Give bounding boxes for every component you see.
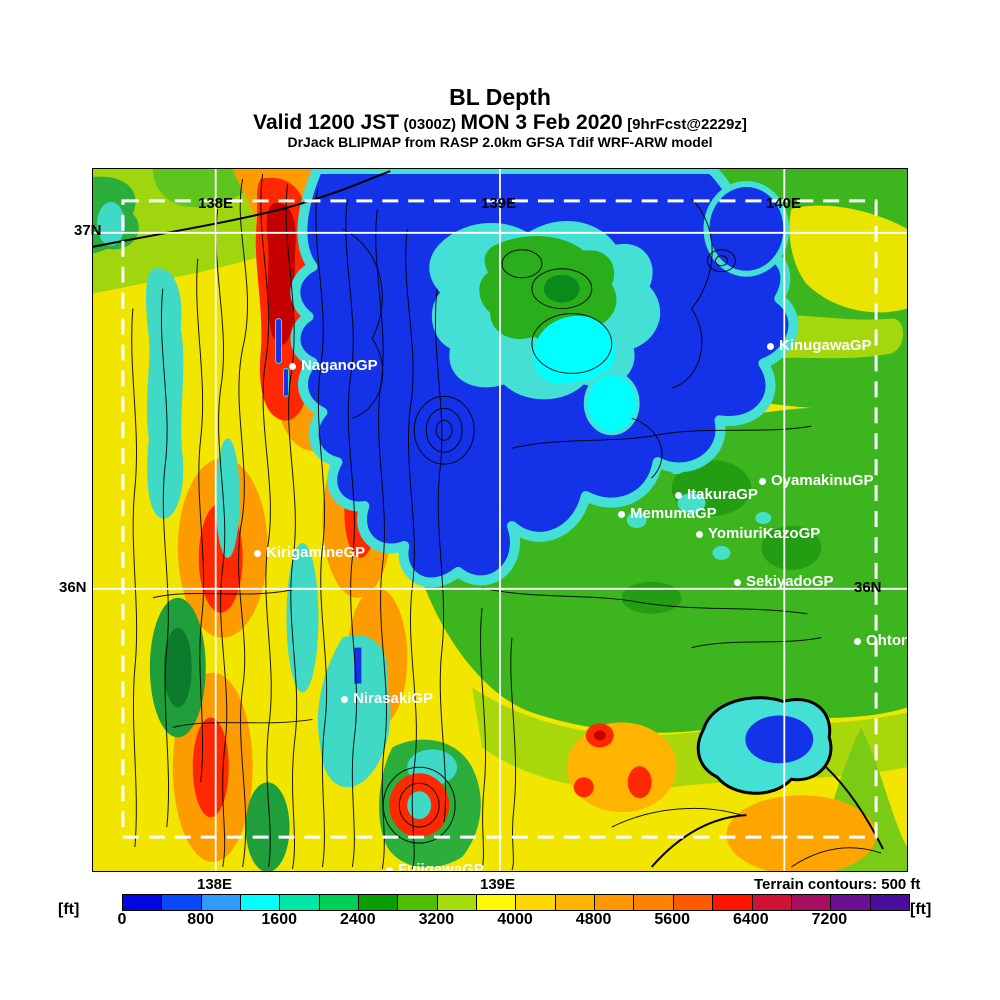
site-label: SekiyadoGP (746, 573, 834, 590)
legend-tick-label: 7200 (811, 911, 848, 928)
site-label: KirigamineGP (266, 544, 366, 561)
site-marker: KirigamineGP (254, 545, 365, 561)
grid-label-37n: 37N (74, 222, 102, 239)
site-dot-icon (759, 477, 766, 485)
site-marker: KinugawaGP (767, 338, 872, 354)
legend-color-segment (319, 895, 360, 910)
legend-color-segment (477, 895, 517, 910)
page-title: BL Depth (449, 84, 551, 110)
legend-tick-label: 5600 (654, 911, 690, 928)
model-description: DrJack BLIPMAP from RASP 2.0km GFSA Tdif… (287, 134, 713, 150)
site-label: ItakuraGP (687, 486, 758, 503)
legend-tick-label: 1600 (261, 911, 297, 928)
legend-tick-label: 4000 (497, 911, 533, 928)
legend-ticks: 0 800 1600 2400 3200 4000 4800 5600 6400 7200 (0, 911, 1000, 931)
valid-zulu: (0300Z) (403, 116, 457, 133)
legend-color-segment (673, 895, 714, 910)
legend-color-segment (398, 895, 438, 910)
legend-color-segment (201, 895, 242, 910)
site-marker: YomiuriKazoGP (696, 526, 820, 542)
site-dot-icon (854, 637, 861, 645)
site-label: NirasakiGP (353, 690, 434, 707)
legend-tick-label: 800 (187, 911, 214, 928)
site-dot-icon (254, 549, 261, 557)
site-dot-icon (767, 342, 774, 350)
legend-color-segment (123, 895, 163, 910)
site-label: OhtoneGP (866, 632, 907, 649)
site-dot-icon (386, 866, 393, 871)
site-dot-icon (618, 510, 625, 518)
site-marker: SekiyadoGP (734, 574, 834, 590)
legend-color-segment (634, 895, 674, 910)
legend-color-segment (752, 895, 792, 910)
site-dot-icon (696, 530, 703, 538)
legend-tick-label: 2400 (340, 911, 376, 928)
legend-color-segment (713, 895, 753, 910)
legend-color-segment (437, 895, 478, 910)
site-dot-icon (289, 362, 296, 370)
site-dot-icon (734, 578, 741, 586)
forecast-tag: [9hrFcst@2229z] (627, 116, 747, 133)
site-label: MemumaGP (630, 505, 717, 522)
site-dot-icon (675, 491, 682, 499)
legend-color-segment (280, 895, 320, 910)
legend-tick-label: 4800 (575, 911, 612, 928)
legend-color-segment (359, 895, 399, 910)
grid-label-36n: 36N (854, 579, 882, 596)
latlon-grid (93, 169, 907, 871)
terrain-contours-note: Terrain contours: 500 ft (754, 876, 921, 893)
legend-tick-label: 0 (117, 911, 127, 928)
site-marker: OhtoneGP (854, 632, 907, 649)
bottom-axis-label-139e: 139E (480, 876, 516, 893)
site-marker: ItakuraGP (675, 487, 758, 503)
legend-color-segment (555, 895, 596, 910)
grid-label-36n: 36N (59, 579, 87, 596)
site-label: FujigawaGP (398, 861, 484, 872)
legend-color-segment (870, 895, 909, 910)
bottom-axis-label-138e: 138E (197, 876, 233, 893)
legend-color-segment (791, 895, 832, 910)
legend-color-segment (241, 895, 281, 910)
site-label: NaganoGP (301, 357, 378, 374)
legend-color-segment (831, 895, 871, 910)
legend-unit-left: [ft] (58, 901, 80, 918)
grid-label-139e: 139E (481, 195, 517, 212)
grid-label-140e: 140E (766, 195, 802, 212)
legend-unit-right: [ft] (910, 901, 932, 918)
legend-tick-label: 3200 (418, 911, 455, 928)
legend-color-segment (516, 895, 556, 910)
grid-label-138e: 138E (198, 195, 234, 212)
legend-bar (122, 894, 910, 911)
site-marker: NirasakiGP (341, 691, 433, 707)
terrain-map-svg (93, 169, 907, 871)
site-marker: MemumaGP (618, 506, 717, 522)
site-label: KinugawaGP (779, 337, 872, 354)
site-label: YomiuriKazoGP (708, 525, 821, 542)
map-area: NaganoGP KinugawaGP OyamakinuGP ItakuraGP Me… (92, 168, 908, 872)
legend-color-segment (595, 895, 635, 910)
site-marker: NaganoGP (289, 358, 378, 374)
legend-tick-label: 6400 (733, 911, 769, 928)
legend-color-segment (162, 895, 202, 910)
valid-time-line: Valid 1200 JST (0300Z) MON 3 Feb 2020 [9… (0, 111, 1000, 135)
site-label: OyamakinuGP (771, 472, 874, 489)
site-dot-icon (341, 695, 348, 703)
valid-date: MON 3 Feb 2020 (460, 111, 623, 134)
site-marker: FujigawaGP (386, 861, 484, 872)
site-marker: OyamakinuGP (759, 473, 874, 489)
valid-lead: Valid 1200 JST (253, 111, 400, 134)
